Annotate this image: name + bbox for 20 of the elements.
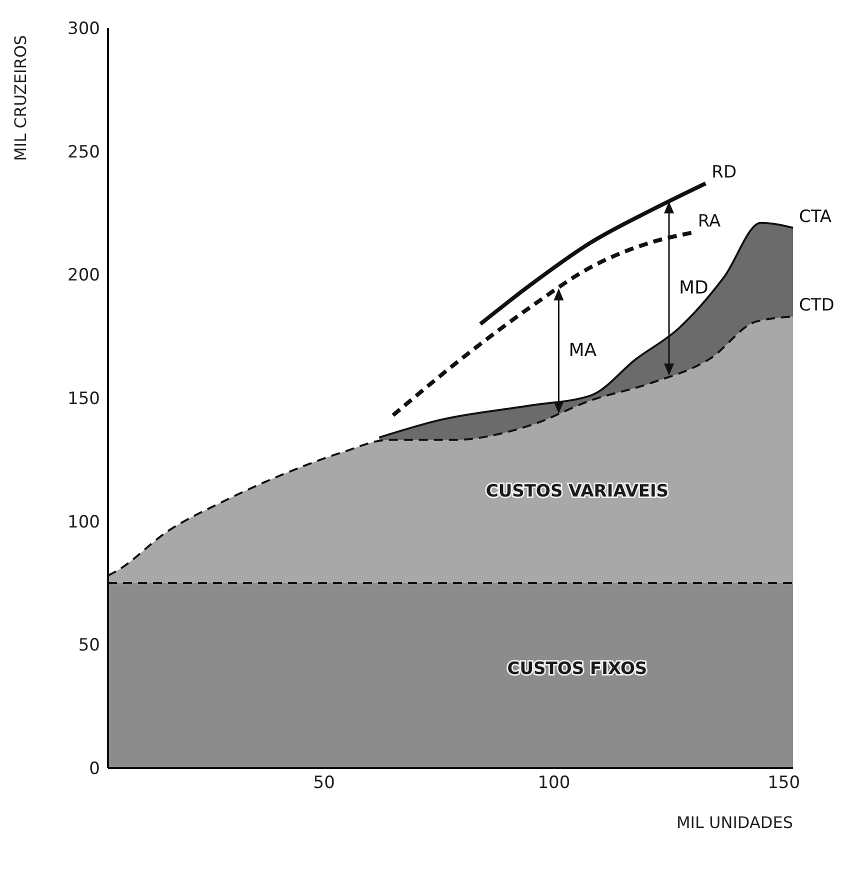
annotation: CUSTOS FIXOS	[507, 659, 648, 680]
x-tick-label: 50	[313, 773, 335, 794]
annotation: MA	[568, 340, 598, 361]
y-tick-label: 100	[68, 512, 100, 532]
y-tick-label: 200	[68, 266, 100, 286]
x-tick-label: 100	[538, 773, 570, 794]
series-label: RA	[698, 212, 721, 232]
series-label: CTD	[799, 296, 834, 316]
annotation: CUSTOS VARIAVEIS	[486, 482, 669, 502]
series-label: CTA	[799, 206, 832, 227]
y-axis-title: MIL CRUZEIROS	[11, 35, 30, 161]
annotation: MD	[679, 277, 708, 298]
y-tick-label: 50	[78, 636, 100, 656]
y-tick-label: 300	[68, 19, 100, 40]
y-tick-label: 250	[68, 142, 100, 162]
series-label: RD	[712, 162, 737, 182]
y-tick-label: 0	[89, 759, 100, 780]
x-axis-title: MIL UNIDADES	[676, 813, 793, 832]
y-tick-label: 150	[68, 389, 100, 410]
x-tick-label: 150	[768, 773, 800, 794]
